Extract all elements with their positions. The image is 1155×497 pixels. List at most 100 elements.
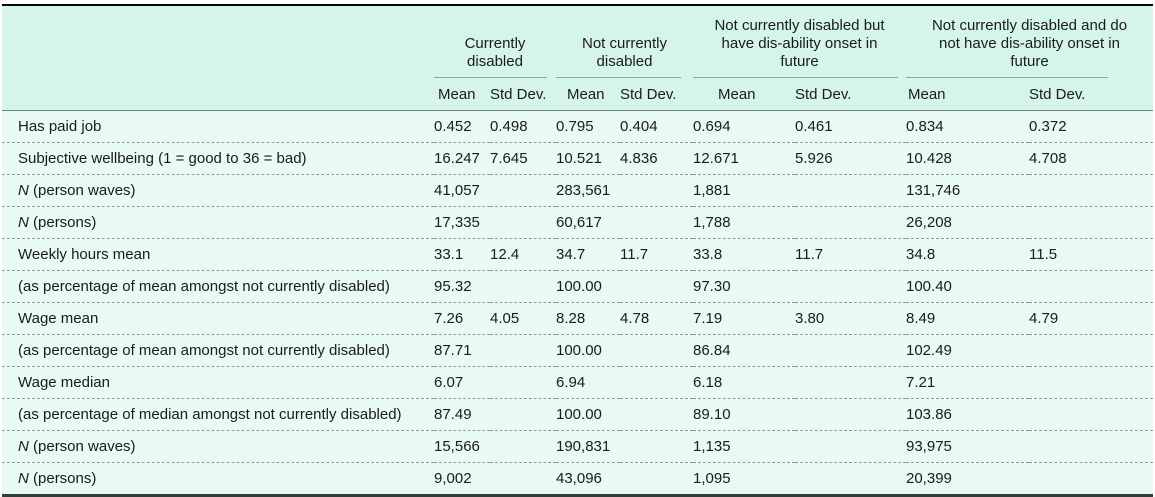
row-label-italic-prefix: N [18, 182, 29, 199]
std-dev-value [795, 366, 906, 399]
std-dev-value [1029, 334, 1153, 367]
column-group-label: Not currently disabled [581, 35, 668, 70]
std-dev-header: Std Dev. [795, 78, 906, 111]
mean-value: 87.71 [434, 334, 490, 367]
row-label: Weekly hours mean [2, 238, 434, 271]
mean-value: 6.07 [434, 366, 490, 399]
std-dev-header: Std Dev. [1029, 78, 1153, 111]
mean-value: 100.40 [906, 270, 1029, 303]
std-dev-value [620, 398, 693, 431]
row-label: N (person waves) [2, 174, 434, 207]
std-dev-value [490, 270, 556, 303]
std-dev-value [490, 398, 556, 431]
std-dev-value: 11.7 [620, 238, 693, 271]
mean-value: 100.00 [556, 270, 620, 303]
mean-header: Mean [556, 78, 620, 111]
std-dev-value [1029, 366, 1153, 399]
mean-value: 89.10 [693, 398, 795, 431]
mean-value: 12.671 [693, 142, 795, 175]
table-row: (as percentage of median amongst not cur… [2, 398, 1153, 431]
table-row: N (persons) 17,335 60,617 1,788 26,208 [2, 206, 1153, 239]
mean-value: 34.7 [556, 238, 620, 271]
mean-value: 100.00 [556, 334, 620, 367]
mean-value: 93,975 [906, 430, 1029, 463]
row-label: (as percentage of mean amongst not curre… [2, 334, 434, 367]
group-underline [906, 77, 1108, 78]
row-label: (as percentage of mean amongst not curre… [2, 270, 434, 303]
mean-value: 1,135 [693, 430, 795, 463]
std-dev-value [1029, 398, 1153, 431]
mean-value: 34.8 [906, 238, 1029, 271]
column-group-not-disabled-no-onset-future: Not currently disabled and do not have d… [906, 5, 1153, 78]
std-dev-value [490, 174, 556, 207]
std-dev-value [1029, 206, 1153, 239]
mean-value: 17,335 [434, 206, 490, 239]
row-label-italic-prefix: N [18, 470, 29, 487]
empty-subheader-cell [2, 78, 434, 111]
std-dev-value [490, 366, 556, 399]
mean-value: 0.694 [693, 110, 795, 143]
table-header: Currently disabled Not currently disable… [2, 5, 1153, 111]
mean-value: 8.28 [556, 302, 620, 335]
std-dev-value [795, 398, 906, 431]
subheader-row: Mean Std Dev. Mean Std Dev. Mean Std Dev… [2, 78, 1153, 111]
mean-value: 10.428 [906, 142, 1029, 175]
row-label: N (person waves) [2, 430, 434, 463]
mean-value: 1,095 [693, 462, 795, 496]
mean-value: 33.1 [434, 238, 490, 271]
row-label: N (persons) [2, 206, 434, 239]
table-row: Weekly hours mean 33.1 12.4 34.7 11.7 33.8 11.… [2, 238, 1153, 271]
mean-value: 0.452 [434, 110, 490, 143]
mean-value: 102.49 [906, 334, 1029, 367]
std-dev-value [1029, 430, 1153, 463]
table-body: Has paid job 0.452 0.498 0.795 0.404 0.694 0.4… [2, 110, 1153, 496]
std-dev-value [490, 462, 556, 496]
mean-value: 7.21 [906, 366, 1029, 399]
std-dev-value: 0.372 [1029, 110, 1153, 143]
table-row: Has paid job 0.452 0.498 0.795 0.404 0.694 0.4… [2, 110, 1153, 143]
table-row: Wage median 6.07 6.94 6.18 7.21 [2, 366, 1153, 399]
std-dev-value [795, 462, 906, 496]
mean-value: 95.32 [434, 270, 490, 303]
row-label: (as percentage of median amongst not cur… [2, 398, 434, 431]
std-dev-value [795, 430, 906, 463]
group-underline [434, 77, 547, 78]
table-row: Subjective wellbeing (1 = good to 36 = b… [2, 142, 1153, 175]
std-dev-value: 4.05 [490, 302, 556, 335]
std-dev-value [620, 366, 693, 399]
mean-value: 43,096 [556, 462, 620, 496]
std-dev-value: 4.708 [1029, 142, 1153, 175]
row-label-italic-prefix: N [18, 214, 29, 231]
std-dev-value: 4.79 [1029, 302, 1153, 335]
std-dev-value: 0.404 [620, 110, 693, 143]
mean-value: 86.84 [693, 334, 795, 367]
row-label-italic-prefix: N [18, 438, 29, 455]
row-label: Has paid job [2, 110, 434, 143]
std-dev-value: 7.645 [490, 142, 556, 175]
mean-value: 0.795 [556, 110, 620, 143]
std-dev-header: Std Dev. [490, 78, 556, 111]
std-dev-value: 0.461 [795, 110, 906, 143]
row-label: N (persons) [2, 462, 434, 496]
mean-value: 9,002 [434, 462, 490, 496]
mean-header: Mean [434, 78, 490, 111]
mean-value: 7.26 [434, 302, 490, 335]
mean-value: 33.8 [693, 238, 795, 271]
mean-value: 283,561 [556, 174, 620, 207]
std-dev-value [1029, 462, 1153, 496]
row-label: Wage median [2, 366, 434, 399]
mean-value: 97.30 [693, 270, 795, 303]
mean-value: 10.521 [556, 142, 620, 175]
std-dev-value [620, 430, 693, 463]
std-dev-value: 4.836 [620, 142, 693, 175]
mean-value: 41,057 [434, 174, 490, 207]
std-dev-value: 11.7 [795, 238, 906, 271]
mean-value: 20,399 [906, 462, 1029, 496]
std-dev-value [795, 206, 906, 239]
column-group-label: Not currently disabled and do not have d… [931, 17, 1128, 70]
std-dev-value [490, 334, 556, 367]
std-dev-header: Std Dev. [620, 78, 693, 111]
mean-value: 87.49 [434, 398, 490, 431]
mean-header: Mean [906, 78, 1029, 111]
std-dev-value: 0.498 [490, 110, 556, 143]
